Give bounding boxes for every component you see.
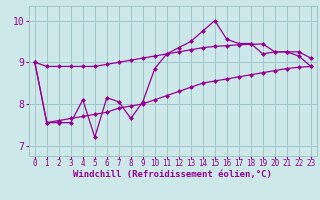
X-axis label: Windchill (Refroidissement éolien,°C): Windchill (Refroidissement éolien,°C) [73,170,272,179]
